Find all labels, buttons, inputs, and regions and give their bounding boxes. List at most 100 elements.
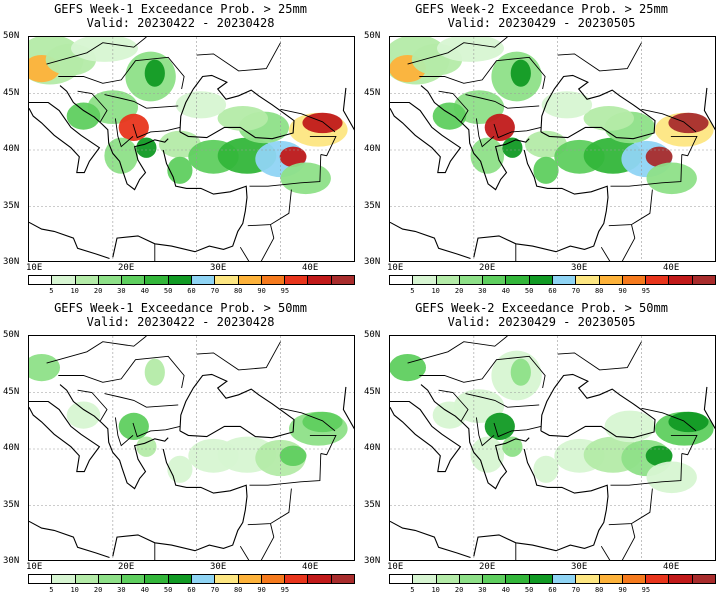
colorbar-swatch xyxy=(622,575,647,583)
lon-label: 20E xyxy=(118,562,135,572)
colorbar-label: 70 xyxy=(210,586,220,594)
colorbar-swatch xyxy=(331,575,354,583)
colorbar-label: 40 xyxy=(140,287,150,295)
valid-dates: Valid: 20230429 - 20230505 xyxy=(447,315,636,329)
colorbar-swatch xyxy=(285,276,309,284)
lon-label: 40E xyxy=(663,562,680,572)
lat-label: 40N xyxy=(364,144,381,154)
colorbar-swatch xyxy=(413,575,437,583)
colorbar-swatch xyxy=(52,276,76,284)
colorbar-label: 20 xyxy=(454,586,464,594)
lon-label: 20E xyxy=(118,263,135,273)
lat-label: 30N xyxy=(3,556,20,566)
colorbar-label: 60 xyxy=(548,287,557,295)
colorbar-swatch xyxy=(622,276,647,284)
colorbar-label: 80 xyxy=(594,287,604,295)
colorbar-swatch xyxy=(145,276,169,284)
colorbar-swatch xyxy=(669,276,693,284)
colorbar-swatch xyxy=(692,575,715,583)
colorbar-label: 80 xyxy=(233,586,243,594)
lat-label: 40N xyxy=(364,443,381,453)
lat-label: 50N xyxy=(364,330,381,340)
lon-label: 20E xyxy=(479,263,496,273)
colorbar-label: 40 xyxy=(501,586,511,594)
lon-label: 30E xyxy=(210,562,227,572)
colorbar-swatch xyxy=(122,276,146,284)
colorbar-label: 5 xyxy=(49,287,54,295)
colorbar-label: 10 xyxy=(431,586,440,594)
colorbar-label: 30 xyxy=(478,586,487,594)
colorbar-swatch xyxy=(599,276,623,284)
colorbar-swatch xyxy=(506,575,530,583)
panel-week2-50mm: GEFS Week-2 Exceedance Prob. > 50mm Valid… xyxy=(361,299,722,598)
colorbar-label: 5 xyxy=(410,287,415,295)
colorbar-label: 50 xyxy=(524,287,534,295)
panel-title: GEFS Week-2 Exceedance Prob. > 50mm xyxy=(415,301,668,315)
colorbar-swatch xyxy=(483,575,507,583)
colorbar-label: 10 xyxy=(431,287,440,295)
panel-week2-25mm: GEFS Week-2 Exceedance Prob. > 25mm Valid… xyxy=(361,0,722,299)
colorbar-swatch xyxy=(238,575,262,583)
colorbar-swatch xyxy=(459,276,484,284)
colorbar-label: 10 xyxy=(70,287,79,295)
colorbar-label: 20 xyxy=(93,287,103,295)
colorbar-swatch xyxy=(646,575,670,583)
colorbar-label: 95 xyxy=(280,287,290,295)
lat-label: 30N xyxy=(364,556,381,566)
lon-label: 10E xyxy=(387,263,404,273)
colorbar-label: 50 xyxy=(163,586,173,594)
colorbar-swatch xyxy=(29,575,53,583)
lon-label: 40E xyxy=(302,562,319,572)
colorbar-swatch xyxy=(390,276,414,284)
lat-label: 45N xyxy=(3,386,20,397)
panel-title: GEFS Week-2 Exceedance Prob. > 25mm xyxy=(415,2,668,16)
lon-label: 30E xyxy=(210,263,227,273)
colorbar-swatch xyxy=(52,575,76,583)
probability-map xyxy=(28,335,355,561)
colorbar-label: 30 xyxy=(478,287,487,295)
lat-label: 45N xyxy=(364,87,381,98)
colorbar-swatch xyxy=(238,276,262,284)
colorbar-label: 50 xyxy=(163,287,173,295)
colorbar-label: 20 xyxy=(93,586,103,594)
colorbar-swatch xyxy=(436,575,460,583)
colorbar-label: 5 xyxy=(410,586,415,594)
colorbar-label: 40 xyxy=(140,586,150,594)
panel-week1-50mm: GEFS Week-1 Exceedance Prob. > 50mm Valid… xyxy=(0,299,361,598)
colorbar-swatch xyxy=(692,276,715,284)
colorbar xyxy=(28,574,355,584)
colorbar-swatch xyxy=(285,575,309,583)
map-layers xyxy=(390,37,715,261)
colorbar-swatch xyxy=(75,276,99,284)
probability-map xyxy=(28,36,355,262)
colorbar-swatch xyxy=(168,575,192,583)
colorbar-swatch xyxy=(122,575,146,583)
lat-label: 30N xyxy=(3,257,20,267)
colorbar-swatch xyxy=(191,276,216,284)
lat-label: 30N xyxy=(364,257,381,267)
colorbar-swatch xyxy=(29,276,53,284)
valid-dates: Valid: 20230429 - 20230505 xyxy=(447,16,636,30)
colorbar-swatch xyxy=(529,276,553,284)
lat-label: 40N xyxy=(3,443,20,453)
lon-label: 20E xyxy=(479,562,496,572)
colorbar-label: 30 xyxy=(117,287,126,295)
colorbar-swatch xyxy=(191,575,216,583)
colorbar-swatch xyxy=(215,575,239,583)
lat-label: 35N xyxy=(364,499,381,510)
colorbar-swatch xyxy=(215,276,239,284)
colorbar-label: 90 xyxy=(618,586,627,594)
colorbar-swatch xyxy=(459,575,484,583)
colorbar-swatch xyxy=(308,276,332,284)
colorbar-swatch xyxy=(98,276,123,284)
lat-label: 50N xyxy=(3,31,20,41)
colorbar-swatch xyxy=(552,575,577,583)
colorbar-swatch xyxy=(308,575,332,583)
lat-label: 45N xyxy=(3,87,20,98)
colorbar xyxy=(28,275,355,285)
valid-dates: Valid: 20230422 - 20230428 xyxy=(86,16,275,30)
panel-title: GEFS Week-1 Exceedance Prob. > 50mm xyxy=(54,301,307,315)
colorbar-swatch xyxy=(168,276,192,284)
lat-label: 50N xyxy=(364,31,381,41)
colorbar-swatch xyxy=(331,276,354,284)
